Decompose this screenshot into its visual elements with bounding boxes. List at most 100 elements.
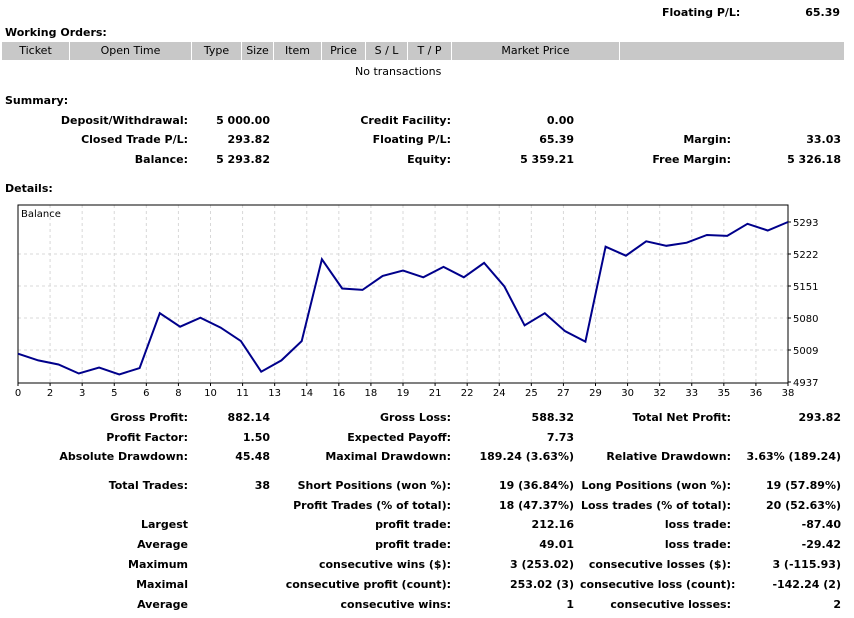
relative-drawdown-value: 3.63% (189.24) [746,450,842,463]
x-tick-label: 21 [429,388,442,399]
balance-label: Balance: [134,153,188,166]
deposit-label: Deposit/Withdrawal: [60,114,188,127]
x-tick-label: 16 [332,388,345,399]
average-loss-value: -29.42 [801,538,841,551]
x-tick-label: 13 [268,388,281,399]
top-floating-label: Floating P/L: [662,6,741,19]
expected-payoff-label: Expected Payoff: [347,431,451,444]
absolute-drawdown-value: 45.48 [235,450,270,463]
chart-title: Balance [21,209,61,220]
maximal-label: Maximal [136,578,188,591]
x-tick-label: 11 [236,388,249,399]
max-cons-losses-value: 3 (-115.93) [772,558,841,571]
avg-cons-wins-label: consecutive wins: [340,598,451,611]
maximal-loss-value: -142.24 (2) [772,578,841,591]
free-margin-value: 5 326.18 [787,153,841,166]
total-trades-label: Total Trades: [108,479,188,492]
working-orders-title: Working Orders: [5,26,107,39]
total-trades-value: 38 [254,479,270,492]
col-item[interactable]: Item [274,42,322,60]
average2-label: Average [137,598,188,611]
col-open-time[interactable]: Open Time [70,42,192,60]
y-tick-label: 5222 [793,250,818,261]
x-tick-label: 24 [493,388,506,399]
x-tick-label: 36 [750,388,763,399]
floating-pl-value: 65.39 [539,133,574,146]
short-positions-value: 19 (36.84%) [498,479,574,492]
x-axis-ticks: 0 2 3 5 6 8 10 11 13 14 16 18 19 21 22 24 25 27 29 30 32 33 35… [15,383,795,399]
col-market-price[interactable]: Market Price [452,42,620,60]
y-tick-label: 5293 [793,218,818,229]
col-ticket[interactable]: Ticket [2,42,70,60]
largest-label: Largest [141,518,188,531]
col-size[interactable]: Size [242,42,274,60]
working-orders-header: Ticket Open Time Type Size Item Price S … [2,42,844,60]
average-profit-value: 49.01 [539,538,574,551]
long-positions-value: 19 (57.89%) [765,479,841,492]
closed-pl-label: Closed Trade P/L: [81,133,188,146]
y-axis-ticks: 5293 5222 5151 5080 5009 4937 [788,218,818,389]
total-net-value: 293.82 [798,411,841,424]
y-tick-label: 5009 [793,346,818,357]
y-tick-label: 4937 [793,378,818,389]
average-profit-label: profit trade: [375,538,451,551]
margin-value: 33.03 [806,133,841,146]
col-type[interactable]: Type [192,42,242,60]
x-tick-label: 18 [365,388,378,399]
y-tick-label: 5151 [793,282,818,293]
x-tick-label: 6 [143,388,149,399]
x-tick-label: 38 [782,388,795,399]
average-label: Average [137,538,188,551]
avg-cons-losses-value: 2 [833,598,841,611]
maximal-drawdown-label: Maximal Drawdown: [325,450,451,463]
avg-cons-losses-label: consecutive losses: [610,598,731,611]
loss-trades-value: 20 (52.63%) [765,499,841,512]
maximal-profit-value: 253.02 (3) [510,578,574,591]
col-extra[interactable] [620,42,844,60]
y-tick-label: 5080 [793,314,818,325]
long-positions-label: Long Positions (won %): [581,479,731,492]
x-tick-label: 14 [300,388,313,399]
max-cons-wins-value: 3 (253.02) [510,558,574,571]
short-positions-label: Short Positions (won %): [297,479,451,492]
col-tp[interactable]: T / P [408,42,452,60]
x-tick-label: 19 [397,388,410,399]
x-tick-label: 33 [685,388,698,399]
profit-factor-label: Profit Factor: [106,431,188,444]
chart-grid [18,205,788,383]
x-tick-label: 25 [525,388,538,399]
x-tick-label: 30 [621,388,634,399]
x-tick-label: 3 [79,388,85,399]
x-tick-label: 29 [589,388,602,399]
maximal-loss-label: consecutive loss (count): [580,578,736,591]
gross-profit-label: Gross Profit: [110,411,188,424]
x-tick-label: 8 [175,388,181,399]
summary-title: Summary: [5,94,69,107]
largest-loss-label: loss trade: [664,518,731,531]
avg-cons-wins-value: 1 [566,598,574,611]
top-floating-value: 65.39 [805,6,840,19]
x-tick-label: 27 [557,388,570,399]
largest-profit-label: profit trade: [375,518,451,531]
maximum-label: Maximum [128,558,188,571]
x-tick-label: 35 [717,388,730,399]
credit-label: Credit Facility: [360,114,451,127]
col-price[interactable]: Price [322,42,366,60]
gross-profit-value: 882.14 [227,411,270,424]
x-tick-label: 10 [204,388,217,399]
largest-loss-value: -87.40 [801,518,841,531]
x-tick-label: 0 [15,388,21,399]
x-tick-label: 22 [461,388,474,399]
x-tick-label: 5 [111,388,117,399]
maximal-profit-label: consecutive profit (count): [285,578,451,591]
expected-payoff-value: 7.73 [546,431,574,444]
deposit-value: 5 000.00 [216,114,270,127]
average-loss-label: loss trade: [664,538,731,551]
profit-trades-label: Profit Trades (% of total): [293,499,451,512]
equity-value: 5 359.21 [520,153,574,166]
free-margin-label: Free Margin: [652,153,731,166]
balance-value: 5 293.82 [216,153,270,166]
col-sl[interactable]: S / L [366,42,408,60]
max-cons-losses-label: consecutive losses ($): [588,558,731,571]
